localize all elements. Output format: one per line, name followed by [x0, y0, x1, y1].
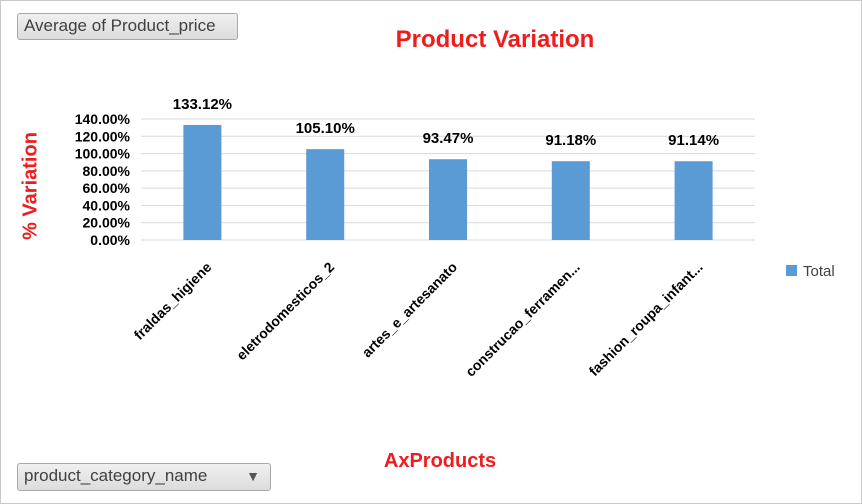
- bar: [306, 149, 345, 240]
- x-tick-label: artes_e_artesanato: [359, 259, 461, 361]
- data-label: 105.10%: [296, 120, 355, 137]
- y-tick-label: 20.00%: [83, 215, 131, 231]
- y-tick-label: 0.00%: [90, 232, 130, 248]
- y-tick-label: 40.00%: [83, 197, 131, 213]
- value-field-button[interactable]: Average of Product_price: [17, 13, 238, 40]
- bar: [429, 159, 467, 240]
- x-tick-label: fraldas_higiene: [131, 259, 215, 343]
- legend-label: Total: [803, 263, 835, 280]
- chart-title: Product Variation: [395, 26, 595, 53]
- x-tick-label: eletrodomesticos_2: [233, 259, 337, 363]
- y-tick-label: 140.00%: [75, 111, 131, 127]
- x-tick-label: fashion_roupa_infant...: [586, 259, 706, 379]
- x-tick-label: construcao_ferramen...: [462, 259, 583, 380]
- y-tick-label: 120.00%: [75, 128, 131, 144]
- y-tick-label: 60.00%: [83, 180, 131, 196]
- y-tick-label: 100.00%: [75, 146, 131, 162]
- legend: Total: [786, 263, 835, 280]
- data-label: 91.14%: [668, 132, 719, 149]
- data-label: 91.18%: [545, 132, 596, 149]
- axis-field-button[interactable]: product_category_name ▼: [17, 463, 271, 491]
- bar: [674, 161, 713, 240]
- x-axis-label: AxProducts: [383, 450, 497, 472]
- axis-field-label: product_category_name: [24, 466, 208, 485]
- bar: [183, 124, 222, 240]
- data-label: 133.12%: [173, 96, 232, 113]
- legend-swatch: [786, 265, 797, 276]
- y-tick-label: 80.00%: [83, 163, 131, 179]
- data-label: 93.47%: [423, 130, 474, 147]
- bar: [551, 161, 590, 240]
- filter-icon[interactable]: ▼: [246, 468, 260, 484]
